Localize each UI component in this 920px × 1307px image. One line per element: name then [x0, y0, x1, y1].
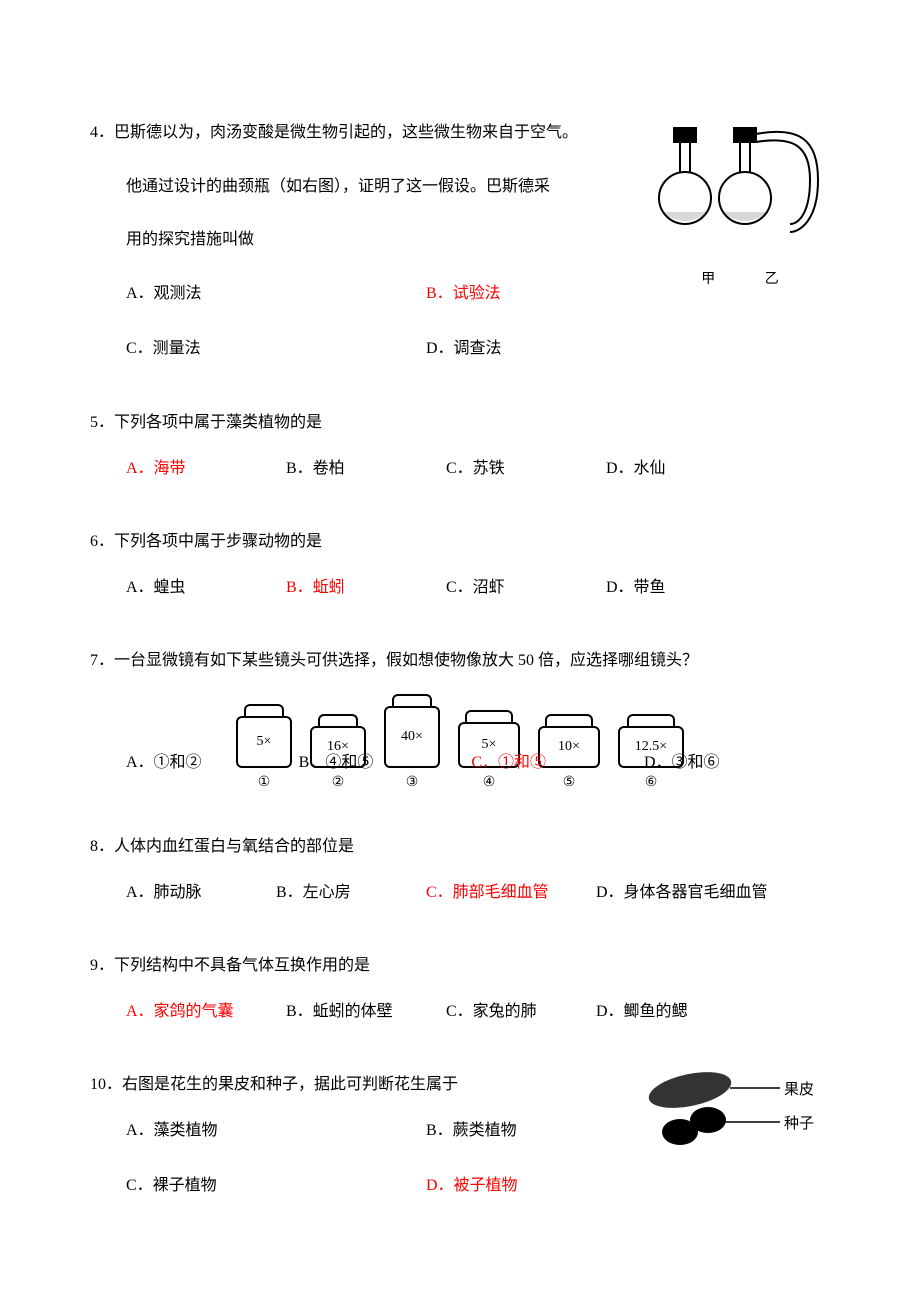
q7-num: 7．: [90, 652, 114, 669]
q9-opt-b: B．蚯蚓的体壁: [286, 999, 446, 1025]
q9-opt-c: C．家兔的肺: [446, 999, 596, 1025]
q9-opt-d: D．鲫鱼的鳃: [596, 999, 756, 1025]
q9-opt-a: A．家鸽的气囊: [126, 999, 286, 1025]
q5-num: 5．: [90, 414, 114, 431]
q7-opt-d: D．③和⑥: [644, 750, 794, 776]
peanut-figure: 果皮 种子: [630, 1066, 830, 1175]
q8-opt-b: B．左心房: [276, 880, 426, 906]
q7-opt-a: A．①和②: [126, 750, 276, 776]
q8-opt-a: A．肺动脉: [126, 880, 276, 906]
question-9: 9．下列结构中不具备气体互换作用的是 A．家鸽的气囊 B．蚯蚓的体壁 C．家兔的…: [90, 953, 830, 1042]
q4-num: 4．: [90, 124, 114, 141]
q7-stem: 一台显微镜有如下某些镜头可供选择，假如想使物像放大 50 倍，应选择哪组镜头？: [114, 652, 698, 669]
q10-opt-c: C．裸子植物: [126, 1173, 426, 1199]
q5-opt-b: B．卷柏: [286, 456, 446, 482]
question-4: 甲 乙 4．巴斯德以为，肉汤变酸是微生物引起的，这些微生物来自于空气。 他通过设…: [90, 120, 830, 380]
q6-opt-c: C．沼虾: [446, 575, 606, 601]
label-seed: 种子: [784, 1112, 814, 1136]
question-5: 5．下列各项中属于藻类植物的是 A．海带 B．卷柏 C．苏铁 D．水仙: [90, 410, 830, 499]
q8-opt-d: D．身体各器官毛细血管: [596, 880, 796, 906]
q8-num: 8．: [90, 838, 114, 855]
q5-opt-c: C．苏铁: [446, 456, 606, 482]
question-7: 7．一台显微镜有如下某些镜头可供选择，假如想使物像放大 50 倍，应选择哪组镜头…: [90, 648, 830, 794]
q7-opt-b: B．④和⑤: [299, 750, 449, 776]
q9-num: 9．: [90, 957, 114, 974]
q4-opt-d: D．调查法: [426, 336, 726, 362]
q8-stem: 人体内血红蛋白与氧结合的部位是: [114, 838, 354, 855]
q10-opt-a: A．藻类植物: [126, 1118, 426, 1144]
label-pericarp: 果皮: [784, 1078, 814, 1102]
flask-label-a: 甲: [678, 269, 738, 291]
q7-opt-c: C．①和⑤: [471, 750, 621, 776]
q6-opt-d: D．带鱼: [606, 575, 766, 601]
question-6: 6．下列各项中属于步骤动物的是 A．蝗虫 B．蚯蚓 C．沼虾 D．带鱼: [90, 529, 830, 618]
q5-opt-d: D．水仙: [606, 456, 766, 482]
q5-opt-a: A．海带: [126, 456, 286, 482]
q6-opt-a: A．蝗虫: [126, 575, 286, 601]
q4-opt-a: A．观测法: [126, 281, 426, 307]
flask-label-b: 乙: [742, 269, 802, 291]
q6-num: 6．: [90, 533, 114, 550]
question-10: 果皮 种子 10．右图是花生的果皮和种子，据此可判断花生属于 A．藻类植物 B．…: [90, 1072, 830, 1217]
q5-stem: 下列各项中属于藻类植物的是: [114, 414, 322, 431]
q4-l1: 巴斯德以为，肉汤变酸是微生物引起的，这些微生物来自于空气。: [114, 124, 578, 141]
flask-labels: 甲 乙: [650, 269, 830, 291]
flask-figure: 甲 乙: [650, 120, 830, 291]
q6-stem: 下列各项中属于步骤动物的是: [114, 533, 322, 550]
q6-opt-b: B．蚯蚓: [286, 575, 446, 601]
q10-stem: 右图是花生的果皮和种子，据此可判断花生属于: [122, 1076, 458, 1093]
q10-opt-d: D．被子植物: [426, 1173, 726, 1199]
q4-opt-c: C．测量法: [126, 336, 426, 362]
q10-num: 10．: [90, 1076, 122, 1093]
q8-opt-c: C．肺部毛细血管: [426, 880, 596, 906]
q9-stem: 下列结构中不具备气体互换作用的是: [114, 957, 370, 974]
question-8: 8．人体内血红蛋白与氧结合的部位是 A．肺动脉 B．左心房 C．肺部毛细血管 D…: [90, 834, 830, 923]
